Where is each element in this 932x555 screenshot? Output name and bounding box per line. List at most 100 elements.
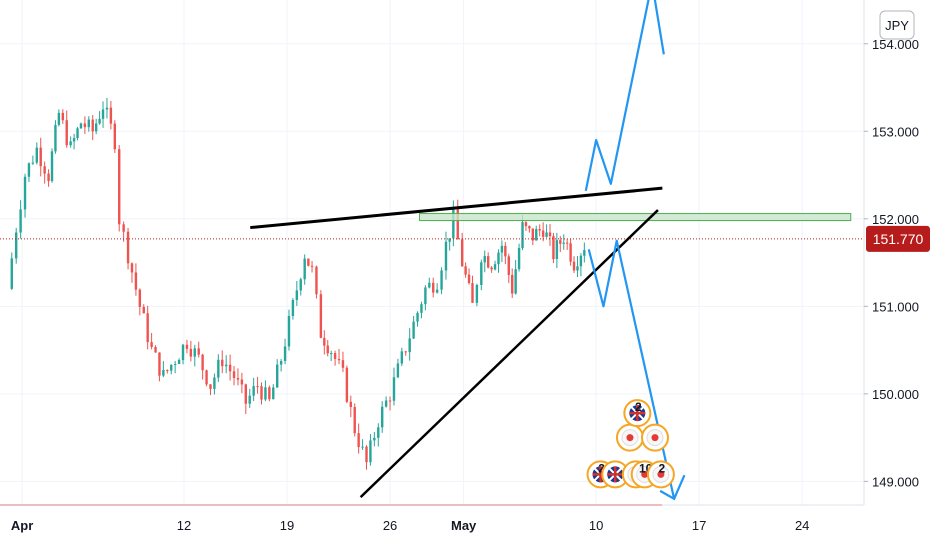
candle-body-65: [264, 387, 267, 400]
candle-body-27: [113, 123, 117, 150]
candle-body-135: [531, 228, 535, 241]
y-tick-label-2: 152.000: [872, 212, 919, 227]
candle-body-75: [303, 258, 306, 280]
candle-body-96: [384, 400, 388, 407]
candle-body-105: [420, 304, 423, 313]
candle-body-38: [158, 352, 161, 376]
candle-body-132: [521, 222, 524, 249]
candle-body-92: [369, 440, 372, 463]
candle-body-93: [373, 437, 376, 441]
candle-body-122: [486, 256, 490, 268]
time-axis[interactable]: Apr 12 19 26 May 10 17 24: [11, 518, 810, 533]
currency-badge[interactable]: JPY: [879, 10, 915, 40]
candle-body-32: [134, 272, 138, 290]
y-tick-label-0: 154.000: [872, 37, 919, 52]
event-marker-count-4: 2: [659, 461, 666, 475]
candle-body-71: [287, 315, 291, 347]
candle-body-39: [162, 369, 165, 376]
bearish-arrowhead: [659, 474, 686, 501]
current-price-value: 151.770: [873, 231, 924, 247]
candle-body-15: [69, 141, 72, 146]
candle-body-44: [181, 344, 185, 361]
candle-body-34: [142, 306, 145, 314]
candle-body-116: [464, 266, 467, 275]
candle-body-11: [54, 124, 57, 152]
candle-body-114: [456, 209, 459, 240]
candle-body-81: [326, 345, 329, 354]
candle-body-33: [138, 289, 142, 307]
resistance-trendline: [250, 186, 663, 230]
candle-body-72: [291, 299, 295, 316]
candle-body-6: [35, 147, 38, 163]
candle-body-55: [224, 364, 228, 367]
japan-flag-sun: [626, 434, 634, 442]
candle-body-50: [205, 370, 208, 385]
candle-body-123: [490, 267, 493, 270]
candle-body-35: [146, 313, 149, 343]
candle-body-22: [94, 123, 98, 132]
candle-body-0: [10, 258, 13, 289]
candle-body-143: [559, 240, 562, 244]
candle-body-126: [500, 245, 504, 253]
candle-body-45: [185, 344, 189, 349]
candle-body-145: [565, 242, 569, 244]
candle-body-3: [23, 176, 27, 210]
candle-body-51: [209, 384, 212, 389]
candle-body-17: [76, 128, 79, 139]
japan-flag-sun: [641, 470, 649, 478]
candle-body-12: [57, 112, 61, 125]
candle-body-118: [471, 283, 474, 303]
candle-body-13: [61, 112, 65, 121]
x-tick-label-6: 17: [692, 518, 706, 533]
y-tick-label-3: 151.000: [872, 299, 919, 314]
candle-body-8: [43, 166, 46, 174]
candle-body-85: [341, 360, 345, 368]
y-tick-label-5: 149.000: [872, 474, 919, 489]
candle-body-94: [377, 427, 380, 438]
event-marker-count-6: 2: [635, 400, 642, 414]
x-tick-label-7: 24: [795, 518, 809, 533]
candle-body-139: [545, 232, 548, 237]
candle-body-62: [252, 386, 255, 396]
candle-body-25: [105, 107, 109, 110]
candle-body-74: [299, 279, 302, 291]
candle-body-40: [166, 369, 169, 371]
x-tick-label-5: 10: [589, 518, 603, 533]
candle-body-16: [72, 138, 76, 142]
candle-body-119: [475, 284, 479, 303]
candle-body-121: [483, 256, 486, 263]
candle-body-131: [517, 248, 521, 270]
candle-body-89: [357, 433, 360, 448]
candle-body-136: [535, 229, 538, 241]
candle-body-76: [307, 258, 310, 266]
candle-body-107: [428, 282, 431, 288]
candle-body-23: [98, 118, 101, 124]
candle-body-19: [83, 123, 87, 128]
candle-body-146: [569, 243, 572, 262]
candle-body-26: [109, 107, 113, 124]
candle-body-58: [236, 377, 240, 380]
candle-body-70: [283, 346, 287, 361]
resistance-zone-rect: [418, 213, 852, 222]
candle-body-91: [365, 446, 368, 463]
candle-body-63: [256, 386, 259, 388]
y-tick-label-1: 153.000: [872, 124, 919, 139]
candle-body-150: [583, 250, 586, 256]
price-axis[interactable]: 154.000 153.000 152.000 151.000 150.000 149.0…: [864, 37, 919, 490]
japan-flag-sun: [657, 470, 665, 478]
candle-body-112: [448, 238, 451, 242]
candle-body-24: [101, 109, 105, 119]
event-markers[interactable]: 291022: [586, 399, 675, 489]
candle-body-41: [170, 364, 173, 371]
event-marker-count-0: 2: [598, 461, 605, 475]
candle-body-53: [217, 359, 220, 378]
candle-body-109: [435, 289, 439, 293]
candle-body-128: [507, 256, 510, 275]
candle-body-7: [39, 147, 42, 167]
candle-body-102: [408, 338, 411, 353]
candle-body-99: [396, 363, 400, 378]
current-price-label: 151.770: [866, 225, 930, 252]
candle-body-14: [65, 120, 68, 146]
candle-body-140: [548, 232, 552, 237]
